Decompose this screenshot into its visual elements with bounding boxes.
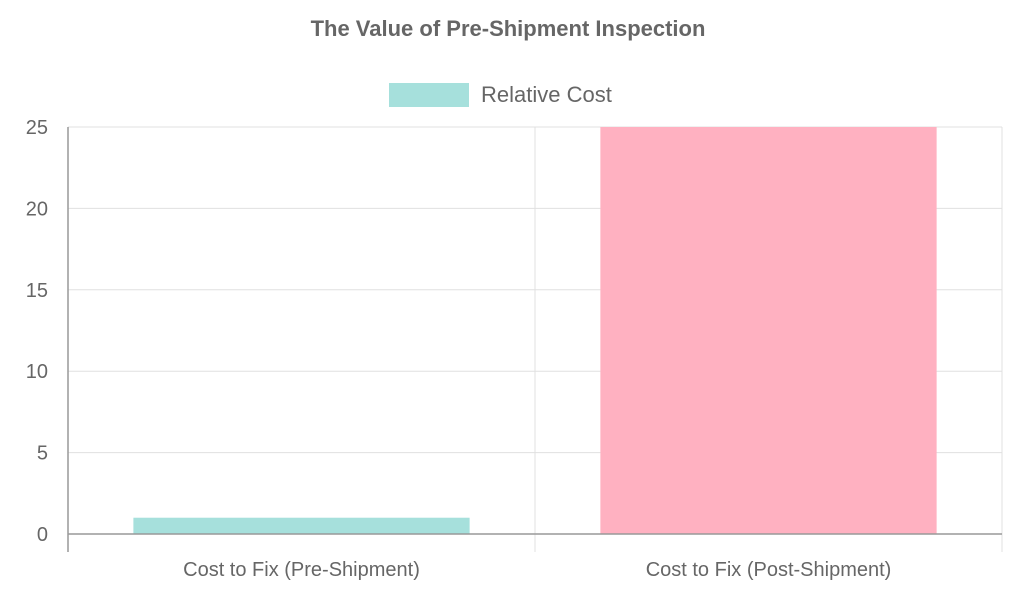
y-axis-ticks: 0 5 10 15 20 25 <box>26 117 48 546</box>
y-tick-label-20: 20 <box>26 198 48 220</box>
y-tick-label-15: 15 <box>26 280 48 302</box>
axes <box>67 127 1002 552</box>
legend-label-relative-cost: Relative Cost <box>481 82 612 107</box>
y-tick-label-10: 10 <box>26 361 48 383</box>
bar-pre-shipment[interactable] <box>133 517 470 534</box>
y-tick-label-5: 5 <box>37 443 48 465</box>
x-tick-label-1: Cost to Fix (Post-Shipment) <box>646 559 892 581</box>
x-axis-ticks: Cost to Fix (Pre-Shipment) Cost to Fix (P… <box>183 559 891 581</box>
x-tick-label-0: Cost to Fix (Pre-Shipment) <box>183 559 420 581</box>
y-tick-label-25: 25 <box>26 117 48 139</box>
y-tick-label-0: 0 <box>37 524 48 546</box>
chart-title: The Value of Pre-Shipment Inspection <box>311 16 706 41</box>
bar-post-shipment[interactable] <box>600 127 937 534</box>
bars <box>133 127 937 534</box>
legend[interactable]: Relative Cost <box>389 82 612 107</box>
legend-swatch-relative-cost <box>389 83 469 107</box>
